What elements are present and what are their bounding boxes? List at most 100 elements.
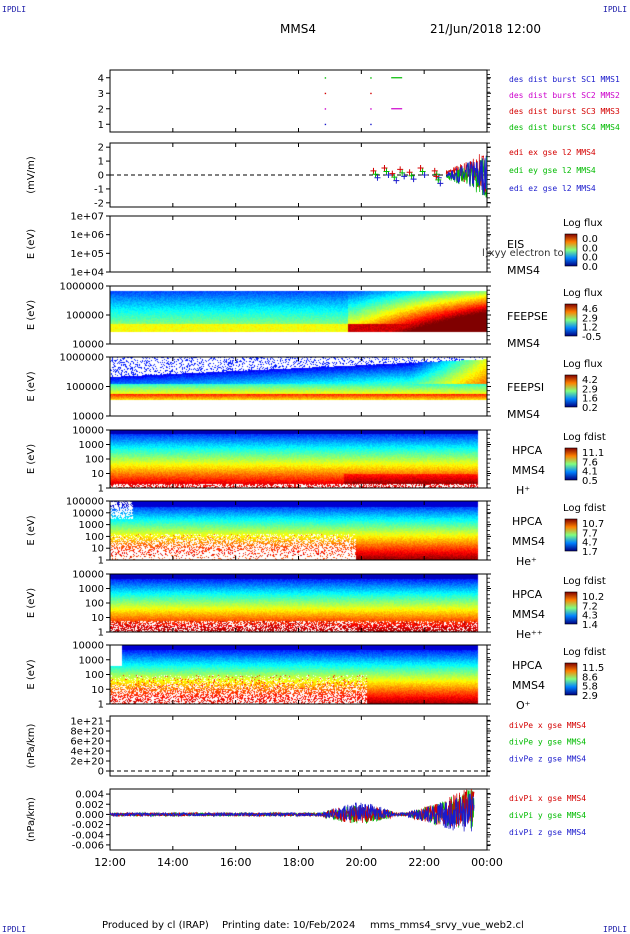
divpe-ytick-label: 1e+21 [70,717,104,728]
feepse-ylabel: E (eV) [26,300,37,330]
edi-cross [389,170,396,177]
hpca_o-spectrogram [110,645,487,704]
divpi-ytick-label: -0.004 [72,830,104,841]
corner-label-top-left: IPDLI [2,5,27,14]
edi-legend-entry: edi ey gse l2 MMS4 [509,166,596,175]
eis-ytick-label: 1e+05 [70,249,104,260]
corner-label-bottom-right: IPDLI [603,925,628,934]
burst-ytick-label: 3 [98,89,104,100]
burst-burst-point [370,92,372,95]
hpca_o-label: MMS4 [512,679,545,692]
hpca_h-colorbar-tick: 0.5 [582,476,598,487]
edi-cross [381,165,388,172]
hpca_h-ytick-label: 10 [91,469,104,480]
date-label: 21/Jun/2018 12:00 [430,22,542,36]
hpca_he2-label: He⁺⁺ [516,628,543,641]
footer-printing: Printing date: 10/Feb/2024 [222,920,356,931]
edi-trace [445,155,488,196]
divpi-ytick-label: 0.000 [75,810,104,821]
edi-cross [385,172,392,178]
divpe-legend-entry: divPe y gse MMS4 [509,738,586,747]
divpi-legend-entry: divPi z gse MMS4 [509,828,586,837]
divpe-ylabel: (nPa/km) [26,724,37,769]
edi-cross [393,177,400,184]
burst-burst-point [324,92,327,95]
hpca_he2-ytick-label: 1 [98,628,104,639]
divpe-ytick-label: 4e+20 [70,747,104,758]
eis-overlay-text: l)xyy electron to [482,248,564,259]
hpca_h-label: MMS4 [512,464,545,477]
hpca_o-colorbar-tick: 8.6 [582,672,598,683]
edi-cross [399,169,406,176]
edi-legend-entry: edi ez gse l2 MMS4 [509,184,596,193]
feepsi-spectrogram [110,357,487,416]
edi-cross [421,172,428,178]
burst-legend-entry: des dist burst SC2 MMS2 [509,91,620,100]
hpca_he2-spectrogram [110,574,487,632]
footer-produced: Produced by cl (IRAP) [102,920,209,931]
hpca_he-colorbar-title: Log fdist [563,503,606,514]
hpca_h-colorbar-tick: 7.6 [582,457,598,468]
eis-label: MMS4 [507,264,540,277]
divpe-ytick-label: 0 [98,767,104,778]
hpca_o-ytick-label: 1000 [79,655,104,666]
feepsi-ylabel: E (eV) [26,371,37,401]
hpca_o-label: O⁺ [516,699,531,712]
edi-cross [391,174,398,181]
page-title: MMS4 [280,22,316,36]
edi-cross [370,167,377,174]
x-axis-tick-label: 00:00 [471,856,503,869]
hpca_h-ytick-label: 1000 [79,440,104,451]
edi-cross [383,168,390,175]
edi-cross [431,167,438,174]
divpi-ytick-label: 0.002 [75,800,104,811]
eis-colorbar [564,233,578,267]
edi-ytick-label: -1 [94,184,104,195]
hpca_o-ytick-label: 1 [98,700,104,711]
hpca_he-ytick-label: 100000 [66,497,104,508]
x-axis-tick-label: 18:00 [283,856,315,869]
hpca_h-spectrogram [110,430,487,488]
hpca_he2-colorbar-tick: 10.2 [582,592,604,603]
hpca_h-colorbar-tick: 4.1 [582,467,598,478]
hpca_o-colorbar-tick: 11.5 [582,663,604,674]
divpi-ytick-label: -0.006 [72,840,104,851]
feepse-colorbar-tick: 2.9 [582,313,598,324]
divpi-legend-entry: divPi y gse MMS4 [509,811,586,820]
x-axis-tick-label: 12:00 [94,856,126,869]
burst-burst-point [324,77,327,79]
divpi-ylabel: (nPa/km) [26,797,37,842]
edi-cross [408,172,415,179]
edi-ytick-label: -2 [94,198,104,209]
hpca_h-colorbar [564,447,578,481]
feepse-ytick-label: 100000 [66,311,104,322]
burst-legend-entry: des dist burst SC3 MMS3 [509,107,620,116]
feepsi-label: FEEPSI [507,381,544,394]
hpca_o-colorbar-tick: 5.8 [582,682,598,693]
eis-ytick-label: 1e+07 [70,212,104,223]
hpca_he-ytick-label: 10 [91,544,104,555]
edi-cross [401,173,408,180]
divpi-ytick-label: -0.002 [72,820,104,831]
hpca_h-colorbar-tick: 11.1 [582,448,604,459]
x-axis-tick-label: 22:00 [408,856,440,869]
feepsi-ytick-label: 10000 [72,412,104,423]
hpca_o-ytick-label: 100 [85,670,104,681]
hpca_he2-ytick-label: 100 [85,599,104,610]
edi-cross [372,171,379,178]
hpca_o-colorbar [564,662,578,696]
corner-label-top-right: IPDLI [603,5,628,14]
x-axis-tick-label: 20:00 [345,856,377,869]
edi-cross [410,176,417,183]
feepsi-colorbar-title: Log flux [563,359,603,370]
burst-ytick-label: 1 [98,120,104,131]
burst-frame [109,69,488,133]
hpca_h-colorbar-title: Log fdist [563,432,606,443]
feepse-spectrogram [110,286,487,344]
hpca_o-ylabel: E (eV) [26,659,37,689]
hpca_he2-colorbar-title: Log fdist [563,576,606,587]
hpca_he-colorbar-tick: 4.7 [582,538,598,549]
hpca_h-ytick-label: 1 [98,484,104,495]
feepse-colorbar-tick: -0.5 [582,332,602,343]
